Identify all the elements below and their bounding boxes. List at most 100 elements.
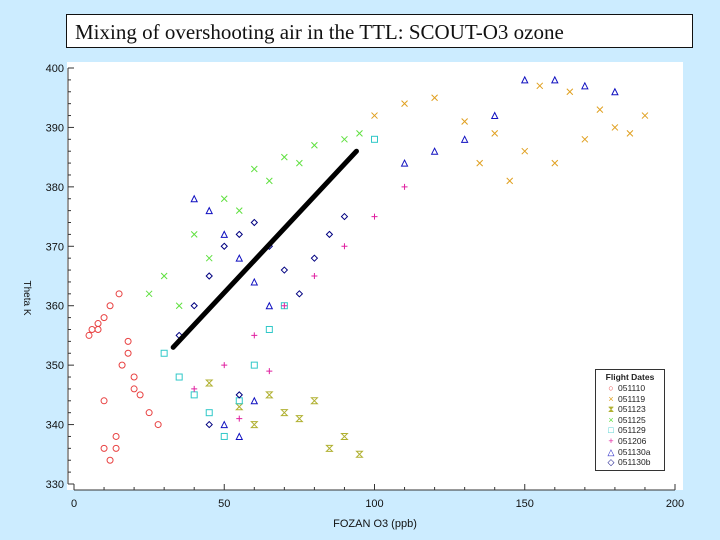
y-tick-label: 350 (46, 360, 64, 372)
data-point (266, 368, 273, 375)
plot-background (67, 62, 683, 490)
data-point (265, 391, 274, 399)
legend-marker: △ (607, 446, 615, 457)
y-tick-label: 370 (46, 241, 64, 253)
data-point (281, 302, 288, 309)
legend-label: 051123 (618, 404, 646, 415)
data-point (236, 415, 243, 422)
data-point (106, 456, 114, 464)
data-point (235, 254, 244, 262)
data-point (356, 130, 363, 137)
data-point (250, 421, 259, 429)
legend-marker: × (608, 414, 614, 425)
data-point (325, 444, 334, 452)
data-point (250, 361, 258, 369)
data-point (265, 301, 274, 310)
data-point (235, 230, 243, 239)
series-051206 (191, 183, 408, 422)
data-point (550, 75, 559, 84)
data-point (106, 302, 114, 310)
y-tick-label: 400 (46, 63, 64, 75)
data-point (325, 230, 334, 239)
data-point (115, 290, 123, 298)
data-point (88, 325, 96, 333)
data-point (401, 100, 408, 108)
legend-label: 051129 (618, 425, 646, 436)
legend-title: Flight Dates (605, 372, 655, 382)
data-point (430, 147, 439, 155)
data-point (611, 124, 619, 131)
data-point (491, 130, 499, 137)
legend-label: 051206 (618, 435, 647, 446)
data-point (355, 450, 364, 458)
data-point (551, 159, 559, 167)
x-tick-label: 0 (71, 498, 77, 510)
x-axis-label: FOZAN O3 (ppb) (333, 518, 417, 530)
data-point (596, 106, 604, 113)
data-point (536, 82, 544, 90)
data-point (401, 183, 408, 190)
data-point (520, 75, 529, 84)
data-point (296, 159, 303, 167)
legend-label: 051130b (618, 457, 651, 468)
x-tick-label: 200 (666, 498, 684, 510)
data-point (506, 177, 514, 185)
data-point (400, 158, 409, 167)
legend-item: × 051125 (596, 415, 664, 426)
data-point (250, 165, 258, 173)
data-point (130, 373, 138, 381)
data-point (205, 420, 213, 429)
data-point (311, 273, 318, 279)
y-tick-label: 360 (46, 301, 64, 313)
data-point (175, 302, 183, 310)
data-point (490, 111, 499, 120)
legend-label: 051110 (618, 383, 646, 393)
y-tick-label: 390 (46, 122, 64, 134)
data-point (100, 397, 108, 405)
data-point (191, 385, 198, 392)
data-point (476, 159, 484, 167)
legend-item: × 051119 (596, 394, 664, 405)
data-point (341, 135, 348, 143)
data-point (521, 147, 529, 155)
data-point (205, 272, 213, 280)
data-point (190, 231, 198, 238)
data-point (118, 361, 126, 369)
chart-legend: Flight Dates ○ 051110 × 051119 ⧗ 051123 × 05112… (595, 369, 665, 471)
data-point (431, 94, 438, 102)
x-tick-label: 100 (365, 498, 383, 510)
data-point (220, 432, 228, 440)
data-point (265, 177, 273, 185)
legend-marker: □ (608, 425, 614, 436)
data-point (190, 194, 199, 203)
data-point (371, 135, 378, 143)
data-point (311, 141, 318, 149)
data-point (371, 213, 378, 220)
data-point (250, 277, 259, 286)
y-tick-label: 340 (46, 420, 64, 432)
legend-item: ⧗ 051123 (596, 404, 664, 415)
data-point (371, 112, 378, 119)
data-point (611, 87, 619, 96)
legend-item: ○ 051110 (596, 383, 664, 394)
legend-marker: × (608, 393, 614, 404)
data-point (154, 421, 162, 429)
x-tick-label: 150 (516, 498, 534, 510)
data-point (250, 218, 259, 227)
series-051123 (205, 379, 364, 458)
data-point (124, 349, 132, 357)
data-point (461, 118, 469, 125)
y-tick-label: 380 (46, 182, 64, 194)
legend-marker: ⧗ (607, 404, 615, 415)
legend-label: 051125 (618, 414, 646, 425)
data-point (112, 432, 120, 440)
data-point (205, 254, 213, 262)
data-point (220, 420, 229, 429)
data-point (205, 409, 213, 417)
legend-item: ◇ 051130b (596, 457, 664, 468)
series-051119 (371, 82, 649, 185)
data-point (280, 153, 288, 161)
data-point (295, 290, 304, 298)
data-point (145, 290, 153, 298)
